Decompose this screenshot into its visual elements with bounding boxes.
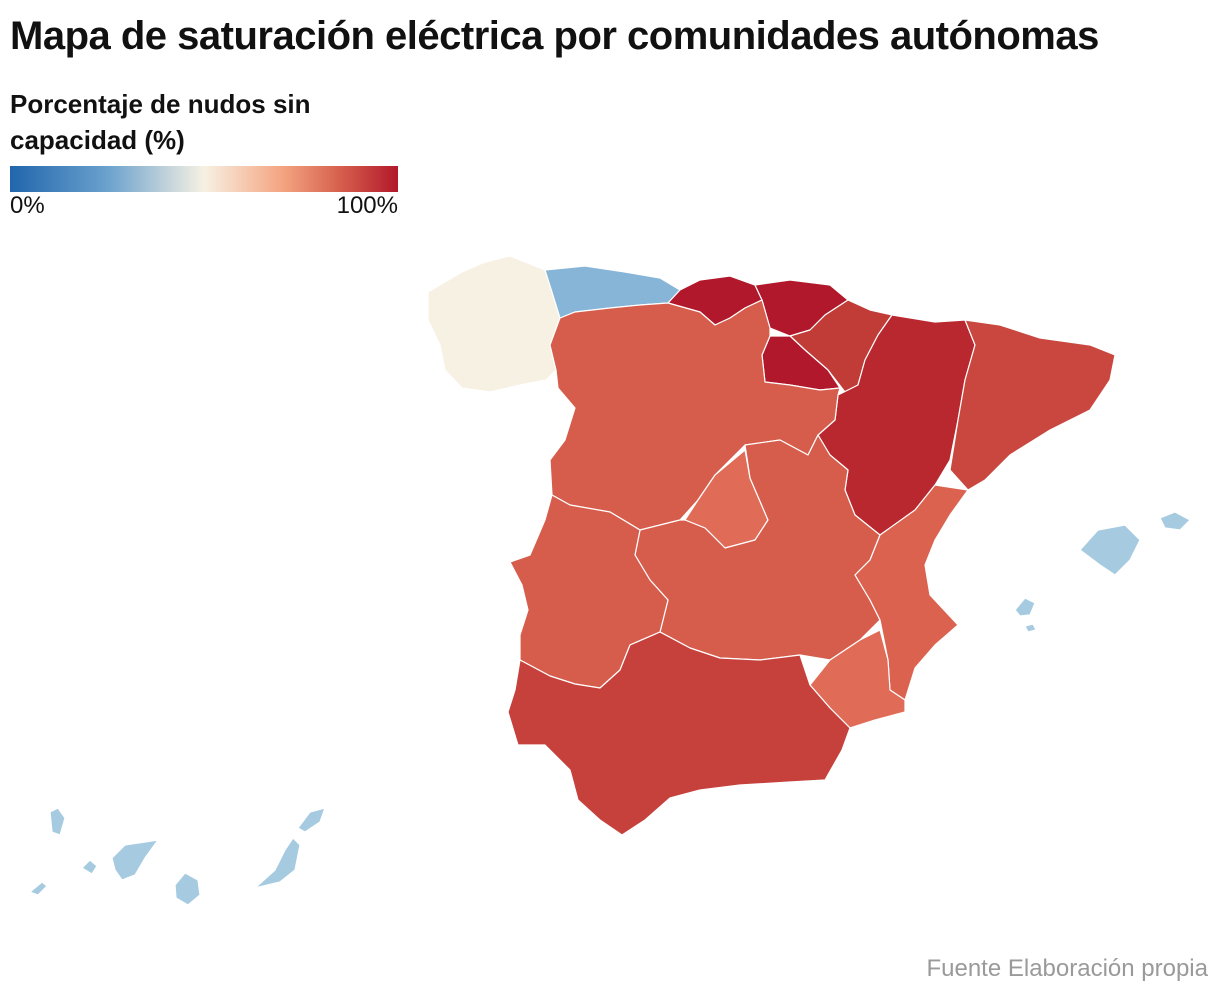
- legend-title: Porcentaje de nudos sin capacidad (%): [10, 89, 311, 155]
- region-baleares-formentera[interactable]: [1024, 623, 1037, 633]
- region-baleares-mallorca[interactable]: [1079, 524, 1141, 576]
- legend-color-bar: [10, 166, 398, 192]
- region-canarias-la-gomera[interactable]: [81, 859, 98, 875]
- region-canarias-fuerteventura[interactable]: [254, 837, 301, 889]
- region-canarias-tenerife[interactable]: [111, 839, 159, 881]
- region-canarias-el-hierro[interactable]: [29, 881, 48, 896]
- legend-max-label: 100%: [336, 192, 398, 219]
- region-cataluna[interactable]: [949, 319, 1116, 491]
- map-title: Mapa de saturación eléctrica por comunid…: [10, 14, 1099, 58]
- legend-ticks: 0% 100%: [10, 192, 398, 220]
- region-canarias-la-palma[interactable]: [49, 807, 66, 836]
- region-andalucia[interactable]: [507, 631, 851, 836]
- region-canarias-gran-canaria[interactable]: [174, 872, 201, 906]
- region-canarias-lanzarote[interactable]: [297, 807, 326, 833]
- region-castilla-y-leon[interactable]: [549, 299, 841, 531]
- region-baleares-menorca[interactable]: [1159, 511, 1191, 531]
- region-murcia[interactable]: [809, 629, 906, 729]
- region-baleares-ibiza[interactable]: [1014, 597, 1036, 617]
- color-legend: Porcentaje de nudos sin capacidad (%) 0%…: [10, 86, 398, 220]
- source-note: Fuente Elaboración propia: [926, 955, 1208, 982]
- region-galicia[interactable]: [427, 255, 561, 393]
- legend-min-label: 0%: [10, 192, 45, 219]
